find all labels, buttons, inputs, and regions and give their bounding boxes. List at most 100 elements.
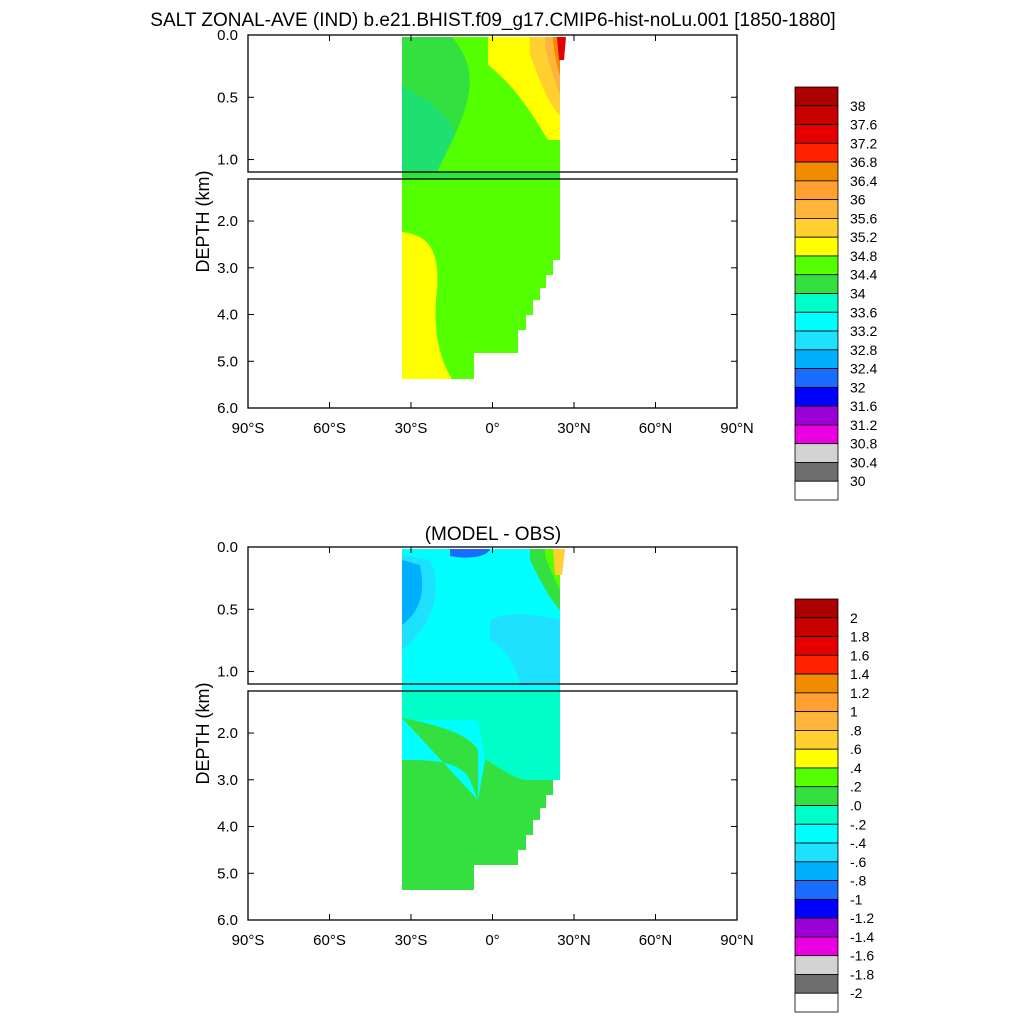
salt-y-tick-label: 4.0 (217, 307, 238, 324)
diff-region-deep-positive (402, 718, 553, 890)
salt-region-intermediate (402, 86, 455, 172)
salt-colorbar-label: 34.4 (850, 267, 877, 283)
salt-y-tick-label: 2.0 (217, 213, 238, 230)
salt-colorbar-swatch (794, 443, 839, 463)
salt-colorbar-label: 36.8 (850, 154, 877, 170)
salt-colorbar-swatch (794, 293, 839, 313)
salt-colorbar-swatch (794, 255, 839, 276)
salt-colorbar-label: 32.4 (850, 361, 877, 377)
salt-colorbar-swatch (794, 424, 839, 445)
diff-colorbar-label: .2 (850, 779, 862, 795)
diff-x-tick-label: 30°S (395, 932, 428, 949)
salt-colorbar-swatch (794, 105, 839, 125)
salt-colorbar-label: 35.6 (850, 210, 877, 226)
diff-colorbar-swatch (794, 730, 839, 750)
salt-axes: 90°S 60°S 30°S 0° 30°N 60°N 90°N 0.0 0.5 1.0 2.0 3.… (193, 27, 754, 437)
diff-y-tick-label: 5.0 (217, 865, 238, 882)
salt-colorbar-label: 30 (850, 473, 866, 489)
diff-colorbar-swatch (794, 861, 839, 881)
salt-colorbar-label: 33.6 (850, 304, 877, 320)
diff-colorbar-swatch (794, 974, 839, 994)
diff-y-tick-label: 4.0 (217, 819, 238, 836)
salt-y-tick-label: 3.0 (217, 260, 238, 277)
diff-colorbar-swatch (794, 748, 839, 769)
salt-colorbar-label: 31.6 (850, 398, 877, 414)
diff-colorbar-label: .4 (850, 760, 862, 776)
salt-field (402, 37, 566, 379)
diff-axes: 90°S 60°S 30°S 0° 30°N 60°N 90°N 0.0 0.5 1.0 2.0 3.… (193, 539, 754, 949)
diff-colorbar-swatch (794, 936, 839, 957)
diff-colorbar: 21.81.61.41.21.8.6.4.2.0-.2-.4-.6-.8-1-1… (794, 598, 874, 1013)
salt-colorbar-label: 33.2 (850, 323, 877, 339)
salt-colorbar-swatch (794, 180, 839, 201)
salt-y-tick-label: 5.0 (217, 353, 238, 370)
salt-colorbar-label: 30.4 (850, 454, 877, 470)
salt-colorbar-swatch (794, 236, 839, 257)
diff-field (402, 549, 565, 890)
salt-colorbar-label: 38 (850, 98, 866, 114)
diff-y-tick-label: 1.0 (217, 664, 238, 681)
diff-colorbar-label: -1.2 (850, 910, 874, 926)
salt-colorbar-label: 36.4 (850, 173, 877, 189)
diff-colorbar-label: -1.4 (850, 929, 874, 945)
diff-colorbar-label: 1.8 (850, 629, 870, 645)
salt-x-tick-label: 30°S (395, 420, 428, 437)
salt-colorbar-label: 30.8 (850, 436, 877, 452)
diff-colorbar-label: -.6 (850, 854, 867, 870)
salt-x-tick-label: 30°N (557, 420, 591, 437)
salt-x-tick-label: 90°S (232, 420, 265, 437)
salt-y-tick-label: 0.5 (217, 89, 238, 106)
diff-y-tick-label: 0.5 (217, 601, 238, 618)
diff-x-tick-label: 90°S (232, 932, 265, 949)
diff-colorbar-label: -.4 (850, 835, 867, 851)
salt-colorbar-swatch (794, 124, 839, 144)
salt-colorbar-swatch (794, 368, 839, 388)
diff-y-tick-label: 0.0 (217, 539, 238, 556)
diff-colorbar-label: -.2 (850, 816, 867, 832)
salt-colorbar-swatch (794, 386, 839, 407)
salt-region-fresh-south (402, 37, 452, 84)
diff-colorbar-swatch (794, 692, 839, 713)
salt-colorbar: 38 37.6 37.2 36.8 36.4 36 35.6 35.2 34.8 34.4 34 33… (794, 86, 877, 501)
diff-region-positive-3 (553, 549, 565, 575)
salt-colorbar-label: 34.8 (850, 248, 877, 264)
salt-colorbar-label: 36 (850, 192, 866, 208)
salt-colorbar-swatch (794, 142, 839, 163)
diff-colorbar-label: .8 (850, 722, 862, 738)
diff-colorbar-swatch (794, 636, 839, 656)
salt-colorbar-swatch (794, 480, 839, 501)
diff-colorbar-swatch (794, 673, 839, 694)
diff-colorbar-swatch (794, 842, 839, 863)
diff-y-tick-label: 2.0 (217, 725, 238, 742)
salt-x-tick-label: 60°N (639, 420, 673, 437)
diff-y-tick-label: 6.0 (217, 912, 238, 929)
salt-colorbar-swatch (794, 274, 839, 294)
diff-y-axis-label: DEPTH (km) (193, 683, 213, 785)
diff-colorbar-swatch (794, 955, 839, 975)
diff-colorbar-swatch (794, 767, 839, 788)
diff-colorbar-swatch (794, 805, 839, 825)
salt-colorbar-swatch (794, 161, 839, 182)
diff-colorbar-label: 1 (850, 704, 858, 720)
diff-colorbar-label: -1.8 (850, 966, 874, 982)
salt-x-tick-label: 90°N (720, 420, 754, 437)
diff-region-deep-upper (402, 691, 560, 720)
diff-region-negative-mid (490, 614, 560, 685)
diff-region-negative-surface (450, 549, 490, 558)
salt-y-axis-label: DEPTH (km) (193, 171, 213, 273)
diff-colorbar-label: 2 (850, 610, 858, 626)
diff-region-deep-mid (478, 720, 560, 780)
diff-colorbar-label: -1.6 (850, 948, 874, 964)
diff-colorbar-label: .0 (850, 798, 862, 814)
salt-colorbar-swatch (794, 218, 839, 238)
diff-colorbar-label: 1.2 (850, 685, 870, 701)
diff-region-negative-core (402, 560, 423, 625)
salt-y-tick-label: 1.0 (217, 152, 238, 169)
diff-colorbar-swatch (794, 786, 839, 806)
diff-x-tick-label: 30°N (557, 932, 591, 949)
diff-colorbar-swatch (794, 654, 839, 675)
salt-colorbar-label: 37.6 (850, 117, 877, 133)
salt-region-bottom-water (402, 232, 452, 379)
diff-colorbar-label: 1.4 (850, 666, 870, 682)
